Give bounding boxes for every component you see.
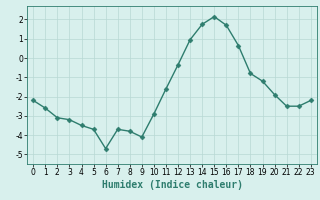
X-axis label: Humidex (Indice chaleur): Humidex (Indice chaleur)	[101, 180, 243, 190]
